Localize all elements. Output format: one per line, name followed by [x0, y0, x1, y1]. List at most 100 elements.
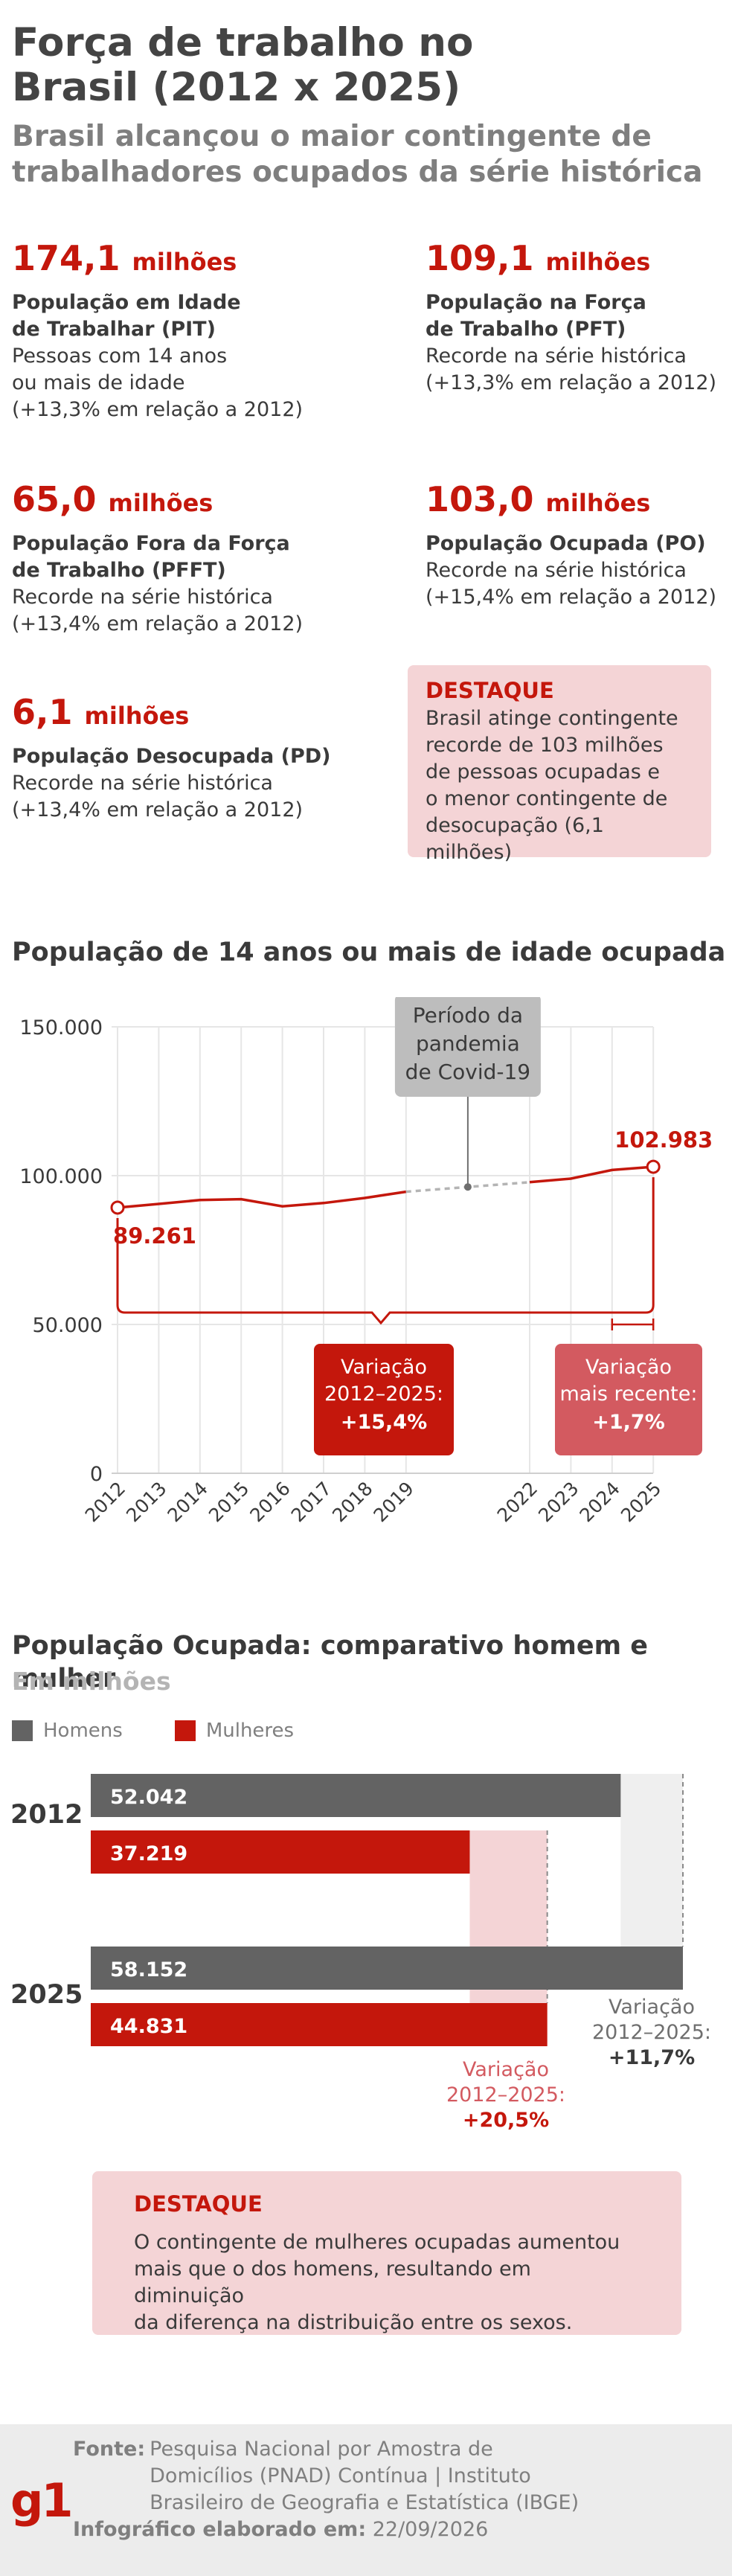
stat-value: 6,1	[12, 692, 73, 732]
title-line-1: Força de trabalho no	[12, 20, 474, 65]
line-chart: 050.000100.000150.0002012201320142015201…	[19, 997, 713, 1526]
line-chart-title: População de 14 anos ou mais de idade oc…	[12, 938, 726, 967]
bar-chart-legend: Homens Mulheres	[12, 1717, 346, 1744]
legend-label-women: Mulheres	[205, 1720, 295, 1742]
x-tick-label: 2023	[534, 1478, 582, 1526]
subtitle-line-2: trabalhadores ocupados da série históric…	[12, 156, 703, 189]
x-tick-label: 2024	[576, 1478, 624, 1526]
variation-recent-value: +1,7%	[592, 1411, 665, 1434]
bar-chart-title: População Ocupada: comparativo homem e m…	[12, 1631, 648, 1694]
bar-women	[91, 1830, 470, 1874]
men-variation-label: Variação	[609, 1996, 695, 2019]
bar-men-label: 58.152	[110, 1958, 187, 1981]
series-line	[529, 1165, 654, 1184]
y-tick-label: 150.000	[19, 1016, 103, 1039]
variation-box-recent	[555, 1344, 702, 1455]
stat-value: 65,0	[12, 479, 97, 519]
stat-unit: milhões	[545, 248, 651, 276]
subtitle-line-1: Brasil alcançou o maior contingente de	[12, 120, 652, 153]
stat-pit: 174,1 milhões População em Idade de Traba…	[12, 238, 339, 423]
stat-desc: ou mais de idade	[12, 371, 185, 394]
x-tick-label: 2012	[81, 1478, 129, 1526]
bar-chart-subtitle: Em milhões	[12, 1667, 171, 1696]
highlight-line: recorde de 103 milhões	[426, 734, 664, 757]
men-variation-value: +11,7%	[609, 2046, 695, 2069]
stat-pft: 109,1 milhões População na Força de Traba…	[426, 238, 732, 397]
women-variation-value: +20,5%	[463, 2109, 549, 2132]
source-line: Pesquisa Nacional por Amostra de	[150, 2438, 493, 2461]
stat-desc: Pessoas com 14 anos	[12, 345, 228, 368]
stat-desc: Recorde na série histórica	[12, 772, 273, 795]
stat-desc: (+13,4% em relação a 2012)	[12, 798, 304, 821]
highlight-title: DESTAQUE	[134, 2191, 263, 2217]
bar-women-label: 37.219	[110, 1842, 187, 1865]
data-point-start	[110, 1200, 125, 1215]
variation-recent-label: Variação	[585, 1356, 672, 1379]
bar-men	[91, 1947, 683, 1990]
stat-desc: Recorde na série histórica	[426, 559, 687, 582]
women-variation-label: 2012–2025:	[446, 2083, 565, 2106]
legend-swatch-women	[174, 1720, 196, 1741]
variation-total-label: 2012–2025:	[324, 1382, 443, 1406]
women-variation-label: Variação	[463, 2058, 549, 2081]
highlight-line: o menor contingente de	[426, 787, 668, 810]
stat-name: de Trabalho (PFFT)	[12, 559, 226, 582]
series-line	[117, 1190, 407, 1209]
stat-desc: Recorde na série histórica	[12, 586, 273, 609]
bar-men	[91, 1774, 621, 1817]
variation-recent-label: mais recente:	[560, 1382, 698, 1406]
x-tick-label: 2022	[493, 1478, 542, 1526]
x-tick-label: 2014	[164, 1478, 212, 1526]
footer: g1 Fonte: Pesquisa Nacional por Amostra …	[0, 2424, 732, 2576]
stat-unit: milhões	[108, 489, 214, 517]
highlight-line: mais que o dos homens, resultando em dim…	[134, 2258, 531, 2307]
stat-name: de Trabalhar (PIT)	[12, 318, 216, 341]
stat-pfft: 65,0 milhões População Fora da Força de T…	[12, 479, 339, 638]
x-tick-label: 2016	[245, 1478, 294, 1526]
page-subtitle: Brasil alcançou o maior contingente de t…	[12, 119, 719, 190]
y-tick-label: 100.000	[19, 1165, 103, 1188]
stat-unit: milhões	[132, 248, 237, 276]
highlight-title: DESTAQUE	[426, 678, 554, 703]
x-tick-label: 2018	[328, 1478, 376, 1526]
data-point-end	[646, 1159, 661, 1174]
stat-value: 109,1	[426, 238, 534, 278]
highlight-line: O contingente de mulheres ocupadas aumen…	[134, 2231, 620, 2254]
y-tick-label: 50.000	[33, 1314, 103, 1337]
stat-value: 103,0	[426, 479, 534, 519]
stat-name: População Ocupada (PO)	[426, 532, 706, 555]
bar-men-label: 52.042	[110, 1786, 187, 1809]
title-line-2: Brasil (2012 x 2025)	[12, 65, 461, 110]
x-tick-label: 2013	[122, 1478, 170, 1526]
stat-unit: milhões	[84, 702, 190, 730]
date-value: 22/09/2026	[372, 2518, 489, 2541]
highlight-line: da diferença na distribuição entre os se…	[134, 2311, 573, 2334]
pandemic-label: Período da	[413, 1003, 523, 1028]
stat-desc: Recorde na série histórica	[426, 345, 687, 368]
stat-name: População em Idade	[12, 291, 241, 314]
men-variation-label: 2012–2025:	[592, 2021, 711, 2044]
stat-po: 103,0 milhões População Ocupada (PO) Rec…	[426, 479, 732, 611]
stat-name: de Trabalho (PFT)	[426, 318, 626, 341]
source-line: Brasileiro de Geografia e Estatística (I…	[150, 2491, 580, 2514]
stat-pd: 6,1 milhões População Desocupada (PD) Re…	[12, 692, 339, 824]
x-tick-label: 2019	[370, 1478, 418, 1526]
variation-total-value: +15,4%	[341, 1411, 427, 1434]
date-label: Infográfico elaborado em:	[73, 2518, 367, 2541]
bar-women	[91, 2003, 548, 2046]
bar-women-label: 44.831	[110, 2015, 187, 2038]
source-label: Fonte:	[73, 2438, 146, 2461]
pandemic-marker	[463, 1183, 472, 1191]
y-tick-label: 0	[90, 1463, 103, 1486]
source-line: Domicílios (PNAD) Contínua | Instituto	[150, 2464, 531, 2487]
stat-name: População Desocupada (PD)	[12, 745, 331, 768]
stat-value: 174,1	[12, 238, 121, 278]
data-label-start: 89.261	[113, 1223, 196, 1249]
variation-bracket	[116, 1177, 655, 1325]
stat-name: População na Força	[426, 291, 646, 314]
highlight-line: de pessoas ocupadas e	[426, 760, 661, 784]
legend-label-men: Homens	[43, 1720, 123, 1742]
men-variation-area	[620, 1774, 683, 1947]
highlight-box: DESTAQUE Brasil atinge contingente recor…	[408, 665, 711, 864]
legend-swatch-men	[12, 1720, 33, 1741]
